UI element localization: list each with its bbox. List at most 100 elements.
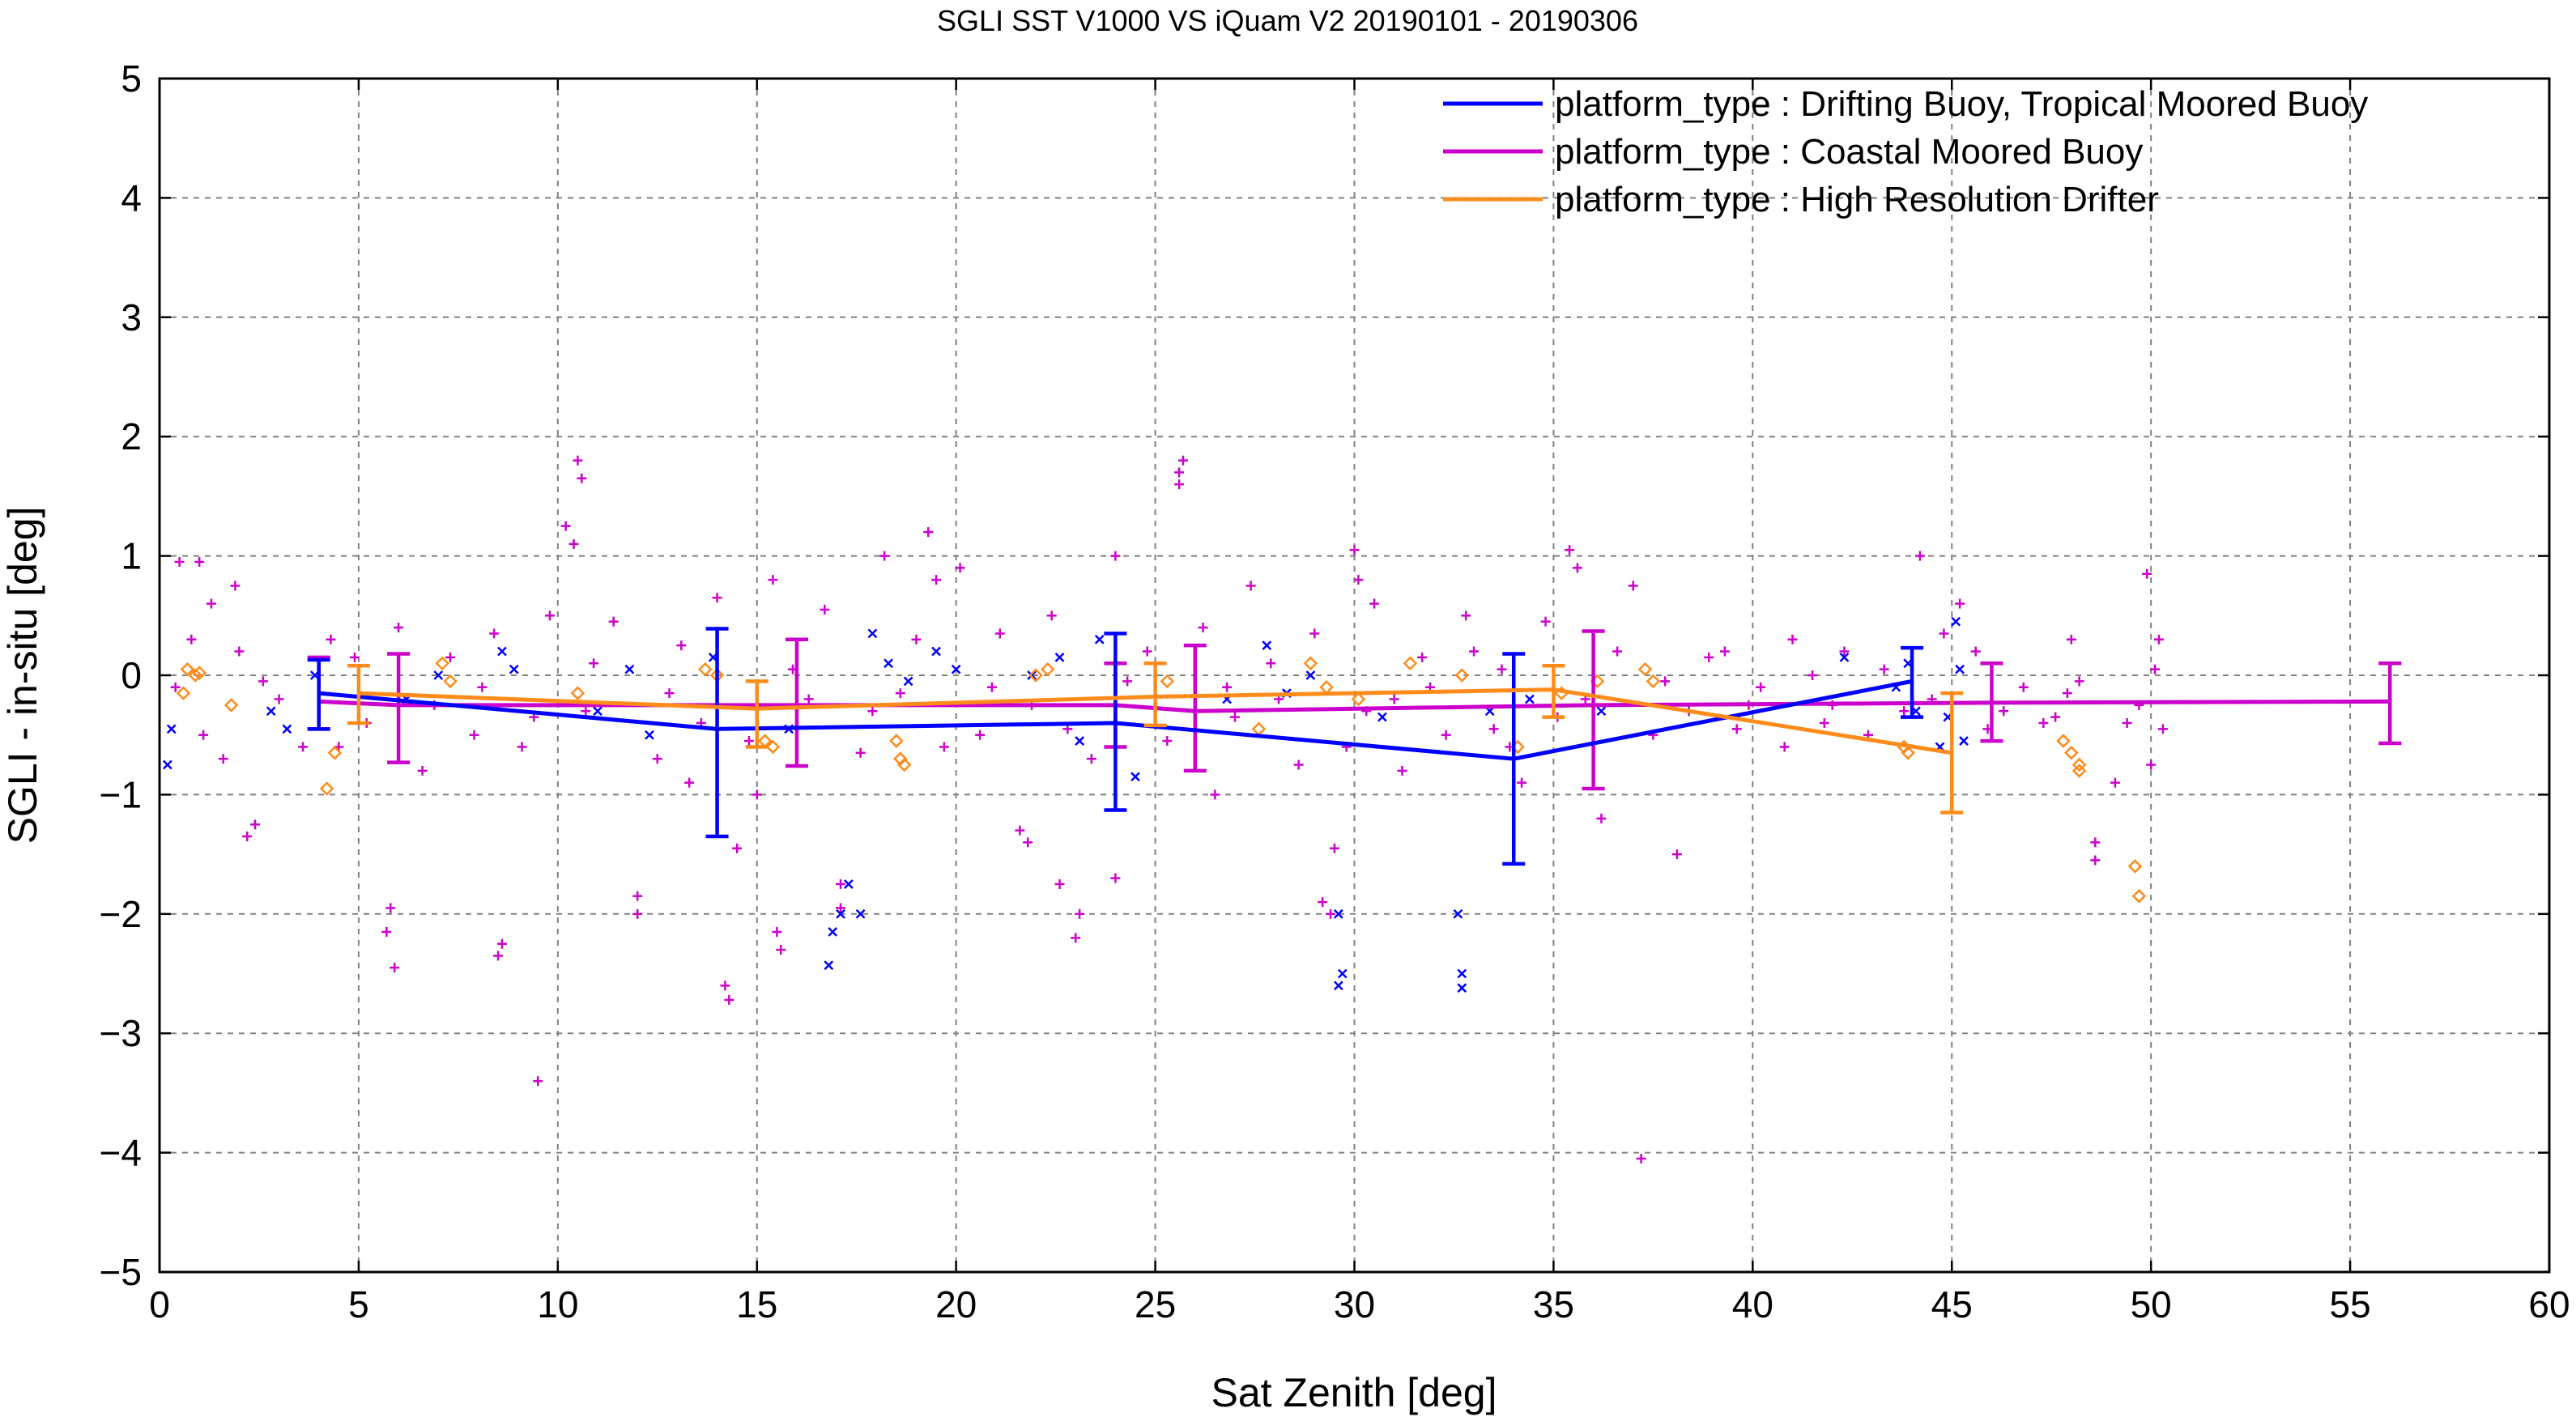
data-point [1174,467,1185,478]
data-point [1251,721,1267,737]
data-point [1075,908,1085,919]
data-point [2127,859,2143,874]
plot-frame [158,77,2551,1274]
data-point [994,628,1005,639]
data-point [1819,717,1829,728]
data-point [2146,759,2157,770]
series-lines [307,627,2402,866]
data-point [2038,717,2049,728]
data-point [282,724,292,734]
x-tick-label: 0 [149,1283,170,1325]
data-point [1901,746,1915,760]
data-point [174,556,185,567]
data-point [593,706,602,717]
data-point [836,908,845,919]
data-point [1461,611,1471,621]
data-point [1262,640,1272,651]
data-point [162,759,172,770]
data-point [2074,676,2084,687]
data-point [1457,983,1467,993]
error-bar [387,652,411,764]
x-tick-label: 40 [1732,1283,1773,1325]
data-point [732,843,743,853]
data-point [652,754,662,764]
data-point [1596,813,1607,823]
data-point [2064,746,2079,760]
data-point [1054,879,1065,889]
data-point [820,604,830,615]
data-point [1628,581,1638,591]
data-point [624,664,635,674]
data-point [1719,646,1730,657]
data-point [242,831,253,841]
data-point [768,575,778,585]
data-point [2090,837,2101,848]
data-point [911,634,922,645]
data-point [1041,662,1055,677]
data-point [1245,581,1256,591]
data-point [1054,653,1065,662]
data-point [1417,652,1428,662]
error-bar [785,637,808,768]
data-point [1075,736,1085,746]
data-point [836,903,846,913]
data-point [477,682,488,692]
data-point [581,706,591,717]
chart-title: SGLI SST V1000 VS iQuam V2 20190101 - 20… [937,4,1638,37]
data-point [489,628,500,639]
y-tick-label: 0 [121,654,142,696]
data-point [1389,694,1399,704]
y-tick-label: −4 [100,1132,142,1174]
x-tick-label: 55 [2329,1283,2370,1325]
data-point [1779,742,1790,752]
data-point [923,527,934,538]
data-point [1787,634,1798,645]
data-point [385,903,396,913]
data-point [2131,888,2147,904]
data-point [180,662,195,677]
data-point [319,781,334,796]
data-point [1756,682,1766,692]
data-point [712,593,722,603]
data-point [1671,849,1682,860]
data-point [1094,634,1105,645]
data-point [884,658,893,669]
data-point [1731,724,1742,734]
data-point [1329,843,1339,853]
data-point [836,879,846,889]
data-point [298,742,309,752]
y-tick-label: −1 [100,773,142,815]
data-point [1660,676,1671,687]
data-point [828,927,838,937]
data-point [2056,734,2071,748]
y-tick-label: 3 [121,296,142,338]
data-point [381,926,392,937]
data-point [1130,772,1140,782]
data-point [1403,656,1418,671]
data-point [1309,628,1320,639]
data-point [1325,908,1335,919]
data-point [986,682,997,692]
x-tick-label: 5 [348,1283,369,1325]
data-point [1318,897,1328,908]
data-point [230,581,241,591]
data-point [1174,479,1185,490]
data-point [589,658,599,669]
data-point [544,611,555,621]
data-point [1333,908,1343,919]
data-point [1596,706,1607,717]
data-point [1222,682,1233,692]
data-point [1023,837,1033,848]
x-tick-label: 10 [537,1283,578,1325]
data-point [1939,628,1949,639]
data-point [176,686,191,700]
data-point [394,623,404,633]
data-point [1377,712,1387,722]
data-point [568,538,579,549]
data-point [608,616,619,627]
data-point [1839,653,1850,662]
data-point [1517,777,1527,788]
legend-label: platform_type : Drifting Buoy, Tropical … [1555,84,2368,124]
x-tick-label: 25 [1135,1283,1176,1325]
x-axis-label: Sat Zenith [deg] [1211,1370,1497,1415]
